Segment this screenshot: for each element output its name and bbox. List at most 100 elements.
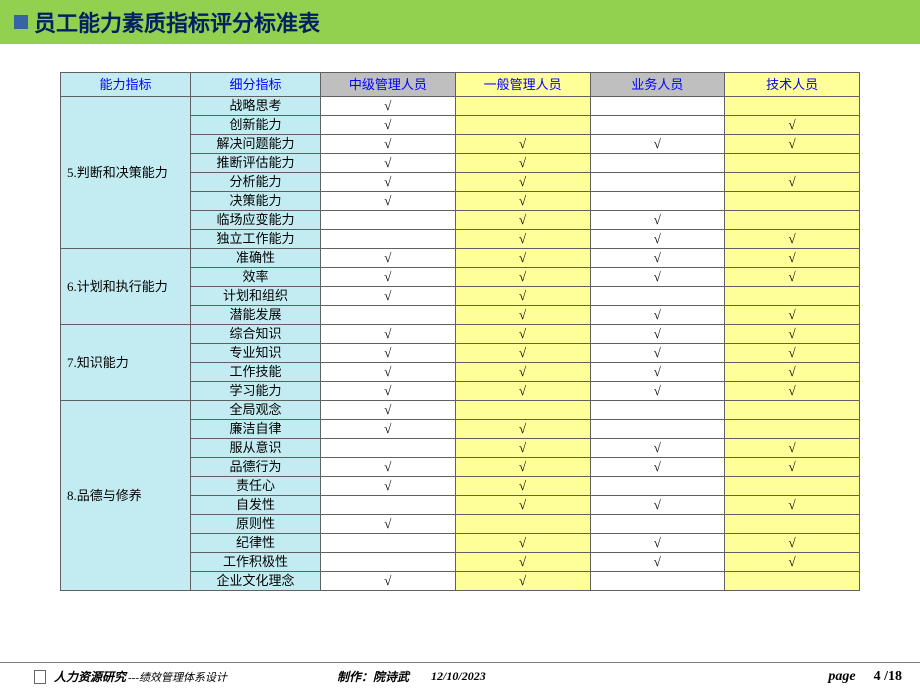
mark-cell: √ [725,306,860,325]
sub-indicator-cell: 学习能力 [191,382,321,401]
document-icon [34,670,46,684]
sub-indicator-cell: 分析能力 [191,173,321,192]
mark-cell: √ [321,192,456,211]
mark-cell: √ [725,135,860,154]
mark-cell: √ [725,496,860,515]
mark-cell: √ [725,268,860,287]
mark-cell: √ [455,572,590,591]
mark-cell: √ [455,154,590,173]
mark-cell [590,97,725,116]
mark-cell: √ [590,344,725,363]
mark-cell [321,230,456,249]
mark-cell: √ [725,534,860,553]
mark-cell: √ [455,249,590,268]
footer: 人力资源研究 ---绩效管理体系设计 制作：院诗武 12/10/2023 pag… [0,662,920,690]
sub-indicator-cell: 企业文化理念 [191,572,321,591]
mark-cell [455,97,590,116]
mark-cell: √ [321,420,456,439]
mark-cell [321,534,456,553]
sub-indicator-cell: 工作积极性 [191,553,321,572]
mark-cell: √ [725,173,860,192]
table-row: 5.判断和决策能力战略思考√ [61,97,860,116]
mark-cell [590,173,725,192]
mark-cell: √ [321,287,456,306]
mark-cell: √ [455,553,590,572]
mark-cell: √ [725,325,860,344]
mark-cell: √ [590,135,725,154]
sub-indicator-cell: 战略思考 [191,97,321,116]
mark-cell: √ [321,401,456,420]
sub-indicator-cell: 综合知识 [191,325,321,344]
footer-page-total: 18 [888,669,902,684]
mark-cell: √ [590,363,725,382]
sub-indicator-cell: 推断评估能力 [191,154,321,173]
category-cell: 8.品德与修养 [61,401,191,591]
footer-title: 人力资源研究 [54,668,126,685]
th-role-3: 技术人员 [725,73,860,97]
mark-cell [590,154,725,173]
mark-cell: √ [590,439,725,458]
mark-cell [725,477,860,496]
mark-cell: √ [725,116,860,135]
mark-cell: √ [321,458,456,477]
mark-cell [725,97,860,116]
table-row: 7.知识能力综合知识√√√√ [61,325,860,344]
sub-indicator-cell: 潜能发展 [191,306,321,325]
mark-cell: √ [590,306,725,325]
mark-cell: √ [321,154,456,173]
footer-page-number: 4 /18 [874,669,902,685]
mark-cell: √ [455,230,590,249]
mark-cell [590,192,725,211]
sub-indicator-cell: 品德行为 [191,458,321,477]
sub-indicator-cell: 创新能力 [191,116,321,135]
mark-cell: √ [455,420,590,439]
sub-indicator-cell: 工作技能 [191,363,321,382]
mark-cell: √ [321,116,456,135]
footer-date: 12/10/2023 [431,669,486,684]
mark-cell: √ [455,135,590,154]
mark-cell [725,287,860,306]
mark-cell: √ [725,458,860,477]
mark-cell: √ [590,249,725,268]
mark-cell [590,572,725,591]
mark-cell [590,401,725,420]
mark-cell [455,401,590,420]
category-cell: 5.判断和决策能力 [61,97,191,249]
mark-cell: √ [455,325,590,344]
mark-cell: √ [590,553,725,572]
sub-indicator-cell: 决策能力 [191,192,321,211]
footer-page-sep: / [881,669,888,684]
mark-cell [725,192,860,211]
mark-cell: √ [455,534,590,553]
mark-cell [590,116,725,135]
sub-indicator-cell: 全局观念 [191,401,321,420]
mark-cell: √ [321,173,456,192]
mark-cell: √ [321,572,456,591]
mark-cell: √ [455,496,590,515]
mark-cell: √ [321,268,456,287]
mark-cell [590,420,725,439]
footer-page-label: page [828,669,855,685]
mark-cell: √ [321,382,456,401]
category-cell: 6.计划和执行能力 [61,249,191,325]
mark-cell: √ [455,458,590,477]
mark-cell [725,572,860,591]
footer-author: 制作：院诗武 [337,668,409,685]
th-role-2: 业务人员 [590,73,725,97]
mark-cell [321,553,456,572]
mark-cell: √ [455,192,590,211]
mark-cell [590,515,725,534]
mark-cell: √ [321,325,456,344]
mark-cell: √ [321,135,456,154]
mark-cell [725,401,860,420]
footer-page-current: 4 [874,669,881,684]
th-category: 能力指标 [61,73,191,97]
sub-indicator-cell: 廉洁自律 [191,420,321,439]
sub-indicator-cell: 效率 [191,268,321,287]
mark-cell: √ [455,363,590,382]
sub-indicator-cell: 独立工作能力 [191,230,321,249]
mark-cell: √ [321,344,456,363]
title-bar: 员工能力素质指标评分标准表 [0,0,920,44]
mark-cell [321,211,456,230]
table-header-row: 能力指标 细分指标 中级管理人员 一般管理人员 业务人员 技术人员 [61,73,860,97]
